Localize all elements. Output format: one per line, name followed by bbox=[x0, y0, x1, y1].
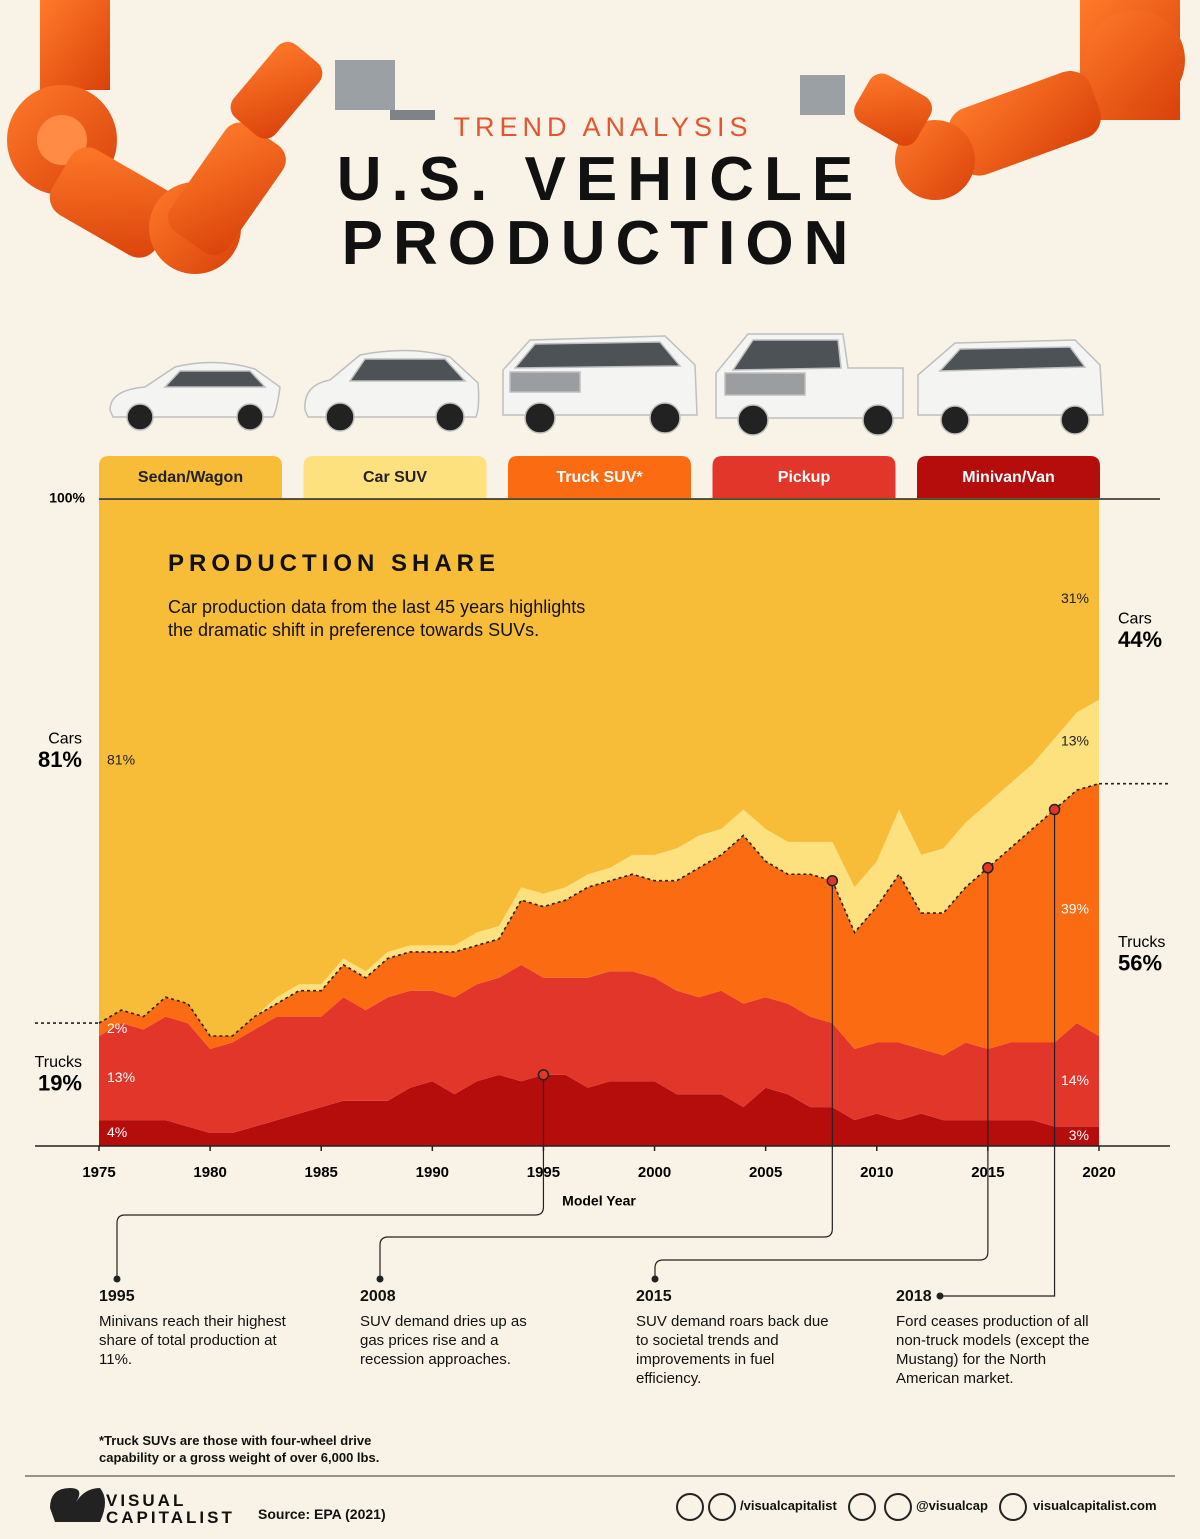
legend-tab bbox=[508, 456, 691, 498]
annotation-dot bbox=[826, 874, 839, 887]
brand: CAPITALIST bbox=[106, 1508, 235, 1527]
annotation-text: Minivans reach their highest share of to… bbox=[99, 1313, 286, 1368]
legend-tab bbox=[712, 456, 896, 498]
data-label: 14% bbox=[1061, 1072, 1089, 1088]
y-tick-label: 100% bbox=[49, 490, 85, 506]
x-axis-label: Model Year bbox=[562, 1193, 636, 1209]
data-label: 31% bbox=[1061, 590, 1089, 606]
legend-label: Truck SUV* bbox=[556, 469, 643, 486]
brand: VISUAL bbox=[106, 1491, 187, 1510]
trucks-boundary bbox=[98, 782, 1100, 1037]
total-value: 19% bbox=[38, 1070, 82, 1095]
total-value: 56% bbox=[1118, 951, 1162, 976]
data-label: 2% bbox=[107, 1020, 127, 1036]
legend-label: Sedan/Wagon bbox=[138, 469, 243, 486]
annotation-leader bbox=[116, 1074, 545, 1278]
annotation-dot bbox=[1048, 803, 1061, 816]
annotation-year: 2008 bbox=[360, 1288, 396, 1305]
annotation-year: 1995 bbox=[99, 1288, 135, 1305]
social-icon bbox=[999, 1493, 1027, 1521]
annotation-text: Ford ceases production of all non-truck … bbox=[896, 1313, 1090, 1387]
annotation-end bbox=[936, 1292, 944, 1300]
legend-label: Minivan/Van bbox=[962, 469, 1054, 486]
x-tick-label: 1985 bbox=[305, 1164, 338, 1181]
robot-arm-left bbox=[7, 0, 435, 274]
legend-label: Car SUV bbox=[363, 469, 427, 486]
footnote: *Truck SUVs are those with four-wheel dr… bbox=[99, 1433, 380, 1465]
data-label: 13% bbox=[107, 1069, 135, 1085]
social-handle: visualcapitalist.com bbox=[1033, 1498, 1157, 1513]
x-tick-label: 1990 bbox=[416, 1164, 449, 1181]
area bbox=[99, 699, 1099, 1037]
total-label: Trucks bbox=[1118, 934, 1165, 951]
total-value: 81% bbox=[38, 747, 82, 772]
annotation-year: 2018 bbox=[896, 1288, 932, 1305]
robot-arm-right bbox=[800, 0, 1185, 200]
total-label: Cars bbox=[48, 730, 82, 747]
annotation-leader bbox=[654, 867, 989, 1278]
annotation-dot bbox=[537, 1069, 550, 1081]
total-label: Trucks bbox=[35, 1054, 82, 1071]
x-tick-label: 1980 bbox=[193, 1164, 226, 1181]
data-label: 4% bbox=[107, 1124, 127, 1140]
x-tick-label: 2000 bbox=[638, 1164, 671, 1181]
social-icon bbox=[676, 1493, 704, 1521]
area bbox=[99, 499, 1099, 1037]
x-tick-label: 2020 bbox=[1082, 1164, 1115, 1181]
title: U.S. VEHICLE PRODUCTION bbox=[336, 145, 864, 278]
social-handle: @visualcap bbox=[916, 1498, 988, 1513]
area bbox=[99, 1074, 1099, 1146]
annotation-text: SUV demand roars back due to societal tr… bbox=[636, 1313, 829, 1387]
data-label: 13% bbox=[1061, 732, 1089, 748]
legend-label: Pickup bbox=[778, 469, 831, 486]
x-tick-label: 1975 bbox=[82, 1164, 115, 1181]
total-value: 44% bbox=[1118, 627, 1162, 652]
annotation-end bbox=[651, 1275, 659, 1283]
annotation-dot bbox=[982, 862, 994, 874]
car-images bbox=[109, 333, 1104, 436]
total-label: Cars bbox=[1118, 611, 1152, 628]
annotation-leader bbox=[940, 809, 1056, 1297]
brand-logo bbox=[50, 1488, 105, 1522]
kicker: TREND ANALYSIS bbox=[453, 112, 753, 142]
annotation-year: 2015 bbox=[636, 1288, 672, 1305]
legend-tab bbox=[303, 456, 487, 498]
annotation-end bbox=[376, 1275, 384, 1283]
chart-subtitle: Car production data from the last 45 yea… bbox=[168, 597, 586, 640]
area bbox=[99, 964, 1099, 1134]
legend-tab bbox=[917, 456, 1100, 498]
annotation-end bbox=[113, 1275, 121, 1283]
social-icon bbox=[848, 1493, 876, 1521]
annotation-leader bbox=[379, 880, 833, 1278]
x-tick-label: 2005 bbox=[749, 1164, 782, 1181]
chart-title: PRODUCTION SHARE bbox=[168, 550, 501, 577]
annotation-text: SUV demand dries up as gas prices rise a… bbox=[360, 1313, 527, 1368]
source: Source: EPA (2021) bbox=[258, 1506, 386, 1522]
data-label: 39% bbox=[1061, 901, 1089, 917]
x-tick-label: 2010 bbox=[860, 1164, 893, 1181]
social-icon bbox=[884, 1493, 912, 1521]
data-label: 3% bbox=[1069, 1127, 1089, 1143]
social-icon bbox=[708, 1493, 736, 1521]
data-label: 81% bbox=[107, 752, 135, 768]
legend-tab bbox=[99, 456, 282, 498]
area bbox=[99, 783, 1099, 1056]
social-handle: /visualcapitalist bbox=[740, 1498, 837, 1513]
